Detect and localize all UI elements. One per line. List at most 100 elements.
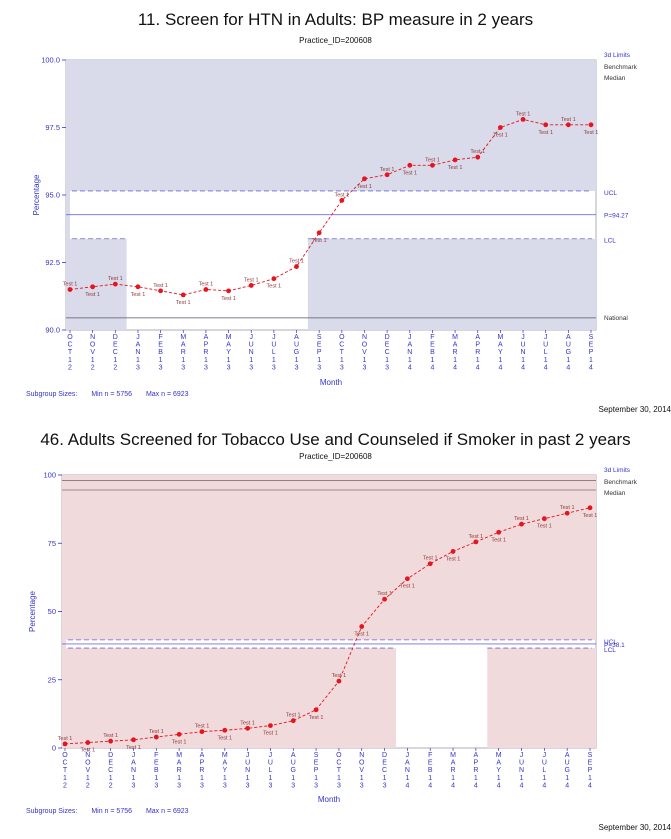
data-point — [336, 678, 342, 684]
point-label: Test 1 — [448, 165, 463, 171]
chart-panel-htn: 11. Screen for HTN in Adults: BP measure… — [26, 10, 671, 414]
limits-label: 3d Limits — [604, 52, 631, 59]
point-label: Test 1 — [263, 731, 278, 737]
data-point — [153, 734, 159, 740]
chart-title: 46. Adults Screened for Tobacco Use and … — [40, 430, 631, 449]
report-date: September 30, 2014 — [598, 405, 671, 414]
data-point — [450, 549, 456, 554]
center-label: P=94.27 — [604, 213, 629, 220]
point-label: Test 1 — [126, 745, 141, 751]
data-point — [382, 596, 387, 602]
shade-below-lcl — [62, 648, 396, 748]
data-point — [543, 122, 549, 128]
y-tick-label: 100 — [43, 471, 56, 480]
point-label: Test 1 — [267, 284, 282, 290]
data-point — [62, 741, 68, 747]
data-point — [176, 731, 182, 737]
min-n: Min n = 5756 — [91, 808, 132, 815]
shade-below-lcl — [307, 238, 596, 330]
subgroup-label: Subgroup Sizes: — [26, 391, 78, 398]
data-point — [407, 162, 413, 168]
y-axis-title: Percentage — [32, 174, 41, 215]
data-point — [180, 292, 186, 298]
y-tick-label: 92.5 — [45, 258, 60, 267]
data-point — [67, 287, 73, 292]
chart-title: 11. Screen for HTN in Adults: BP measure… — [137, 10, 534, 29]
data-point — [248, 283, 254, 288]
data-point — [294, 264, 299, 269]
point-label: Test 1 — [289, 259, 304, 265]
y-tick-label: 97.5 — [45, 123, 60, 132]
data-point — [199, 729, 205, 735]
point-label: Test 1 — [561, 117, 576, 123]
min-n: Min n = 5756 — [91, 391, 132, 398]
point-label: Test 1 — [217, 735, 232, 741]
max-n: Max n = 6923 — [145, 808, 189, 815]
ucl-label: UCL — [604, 639, 617, 646]
data-point — [271, 276, 277, 282]
point-label: Test 1 — [199, 282, 214, 288]
point-label: Test 1 — [63, 282, 78, 288]
data-point — [427, 561, 433, 567]
point-label: Test 1 — [58, 736, 73, 742]
data-point — [384, 172, 390, 178]
benchmark-label: Benchmark — [604, 479, 638, 486]
point-label: Test 1 — [85, 292, 100, 298]
data-series-line — [69, 118, 591, 296]
data-point — [475, 154, 481, 160]
point-label: Test 1 — [446, 556, 461, 562]
point-label: Test 1 — [538, 130, 553, 136]
data-point — [541, 516, 547, 522]
report-date: September 30, 2014 — [598, 823, 671, 832]
data-point — [268, 723, 273, 729]
shade-left-strip — [62, 475, 66, 748]
point-label: Test 1 — [240, 720, 255, 726]
data-point — [313, 707, 319, 713]
point-label: Test 1 — [380, 167, 395, 173]
subgroup-sizes: Subgroup Sizes: Min n = 5756 Max n = 692… — [26, 808, 201, 815]
point-label: Test 1 — [221, 296, 236, 302]
data-point — [362, 176, 367, 182]
lcl-label: LCL — [604, 647, 616, 654]
point-label: Test 1 — [309, 715, 324, 721]
limits-label: 3d Limits — [604, 467, 631, 474]
point-label: Test 1 — [172, 739, 187, 745]
y-tick-label: 90.0 — [45, 326, 60, 335]
y-tick-label: 25 — [48, 675, 56, 684]
chart-subtitle: Practice_ID=200608 — [299, 452, 372, 461]
point-label: Test 1 — [493, 133, 508, 139]
data-point — [203, 287, 209, 292]
data-point — [564, 510, 570, 516]
data-point — [85, 740, 91, 745]
point-label: Test 1 — [354, 632, 369, 638]
point-label: Test 1 — [357, 184, 372, 190]
point-label: Test 1 — [108, 276, 123, 282]
y-tick-label: 75 — [48, 539, 56, 548]
y-tick-label: 0 — [52, 744, 56, 753]
data-point — [339, 198, 345, 203]
point-label: Test 1 — [176, 300, 191, 306]
point-label: Test 1 — [377, 591, 392, 597]
lcl-label: LCL — [604, 238, 616, 245]
point-label: Test 1 — [470, 149, 485, 155]
